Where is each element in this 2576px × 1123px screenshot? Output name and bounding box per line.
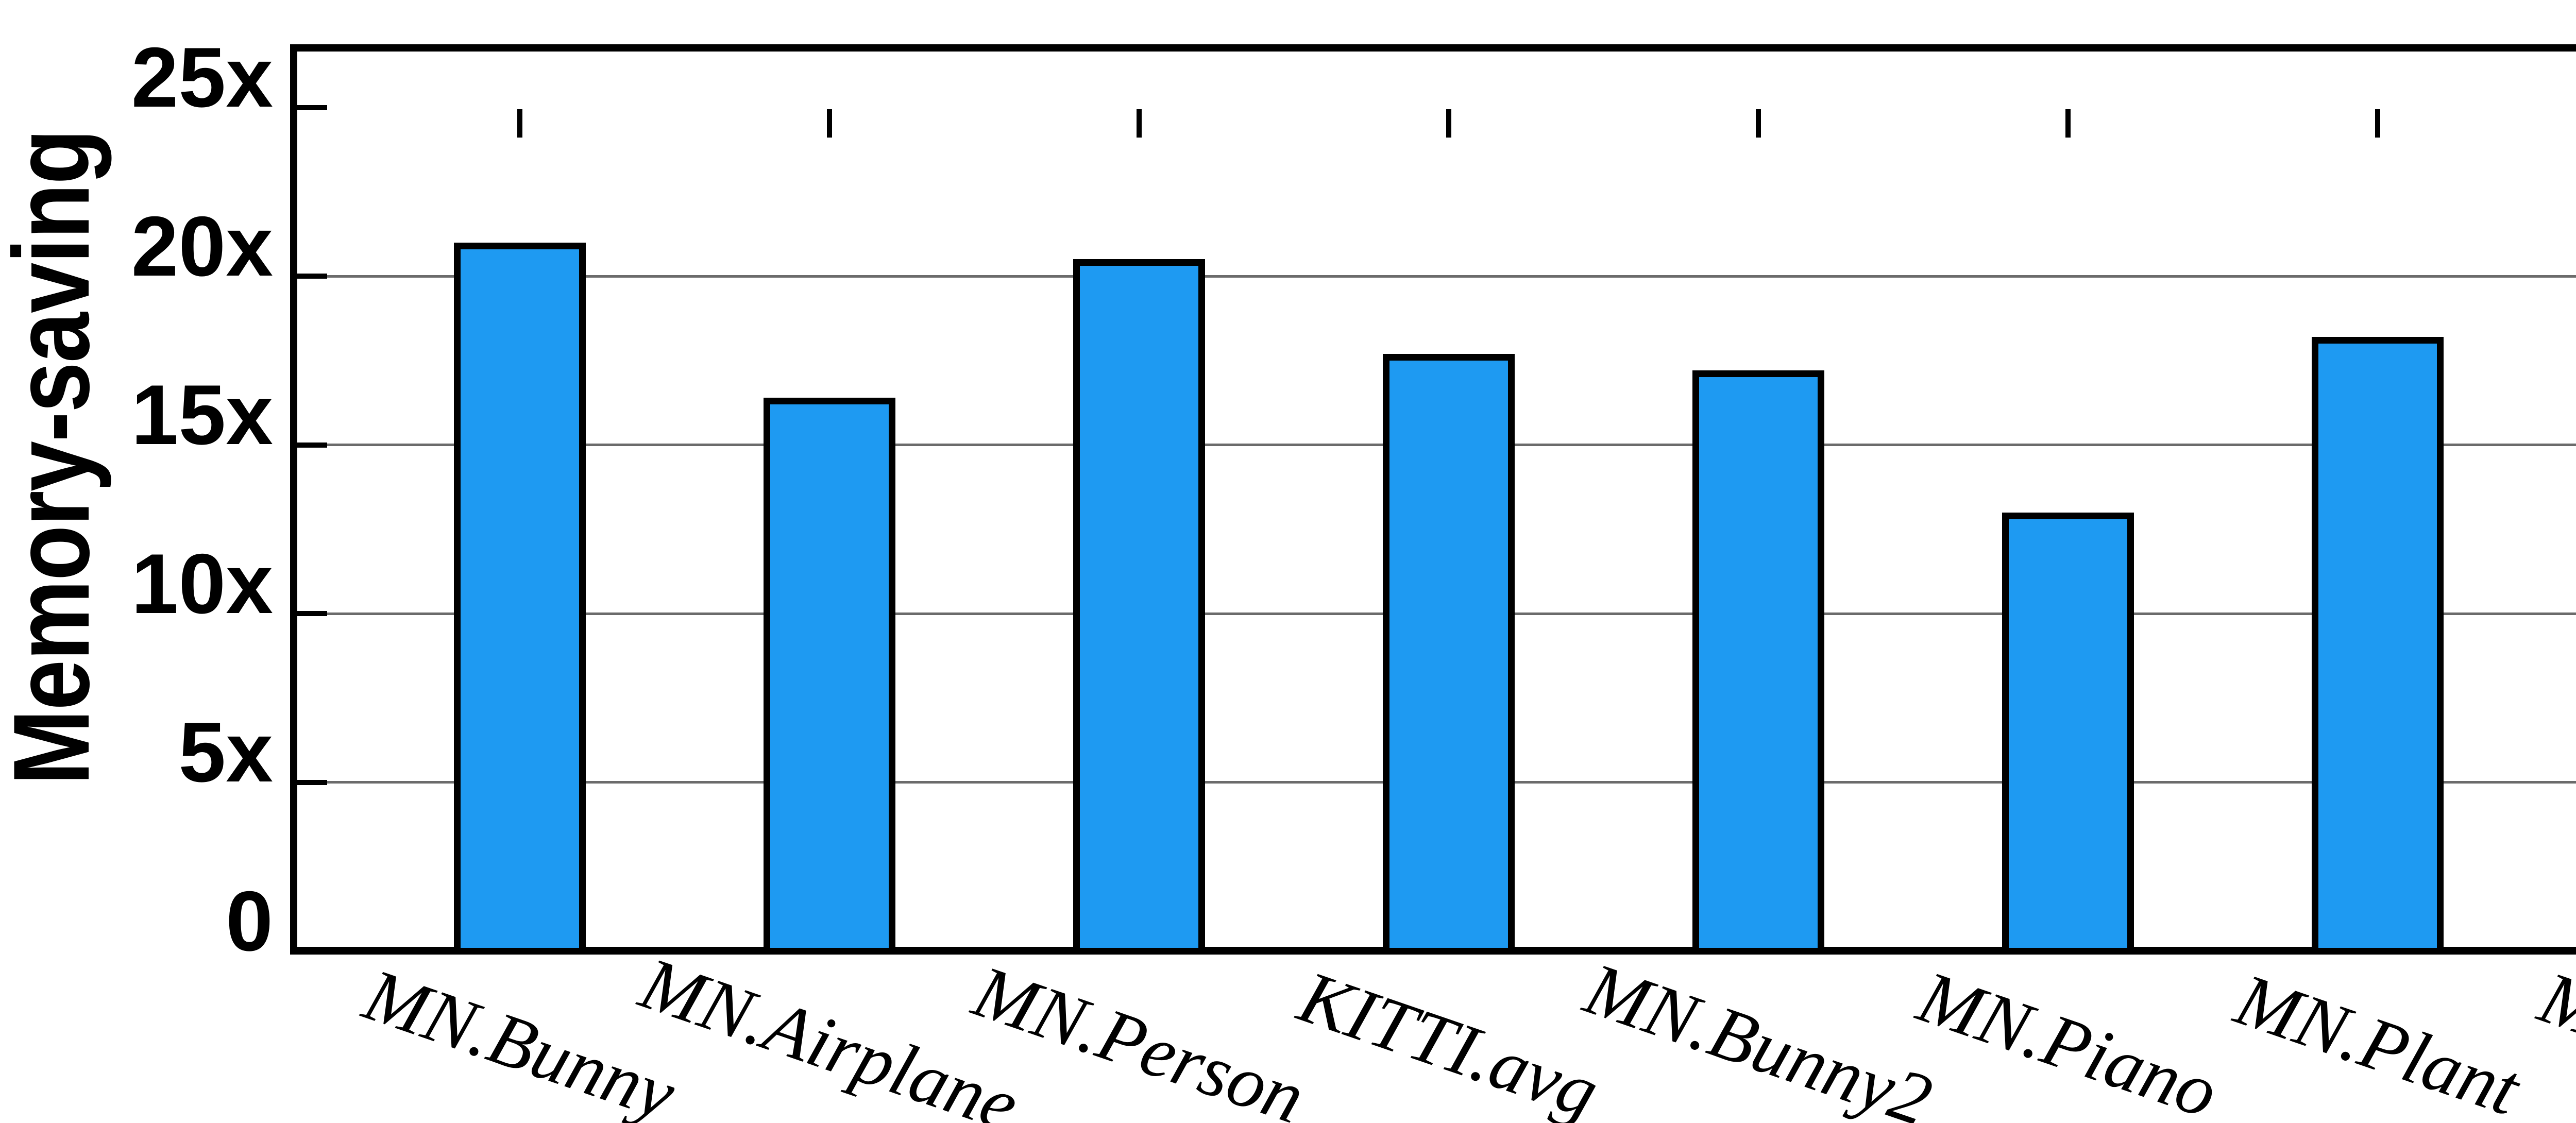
- x-tick-label: MN.Bunny: [354, 953, 686, 1123]
- y-axis-tick-left: [297, 611, 327, 616]
- x-tick-label: MN.Piano: [1908, 955, 2228, 1123]
- bar-MN.Bunny2: [1692, 370, 1824, 955]
- x-tick-label: KITTI.avg: [1289, 955, 1608, 1123]
- top-axis-tick: [1446, 109, 1451, 138]
- gridline-20x: [297, 275, 2576, 278]
- top-axis-tick: [517, 109, 522, 138]
- y-axis-tick-left: [297, 274, 327, 279]
- y-tick-label: 0: [226, 873, 273, 968]
- top-axis-tick: [827, 109, 832, 138]
- x-tick-label: MN.Plant: [2226, 958, 2530, 1123]
- y-tick-label: 25x: [131, 30, 273, 125]
- top-axis-tick: [2375, 109, 2380, 138]
- bar-MN.Plant: [2312, 336, 2444, 955]
- top-axis-tick: [2065, 109, 2071, 138]
- bar-MN.Bunny: [454, 242, 586, 955]
- y-tick-label: 10x: [131, 536, 273, 631]
- bar-KITTI.avg: [1383, 353, 1515, 955]
- top-axis-tick: [1756, 109, 1761, 138]
- x-tick-label: MN.Airplane: [631, 942, 1028, 1123]
- bar-MN.Airplane: [764, 397, 895, 955]
- y-axis-tick-left: [297, 779, 327, 785]
- y-tick-label: 15x: [131, 367, 273, 462]
- x-tick-label: MN.Bunny2: [1575, 947, 1942, 1123]
- bar-MN.Person: [1073, 259, 1205, 955]
- y-axis-tick-left: [297, 105, 327, 110]
- x-tick-label: MN.Chair: [2529, 956, 2576, 1123]
- y-tick-label: 5x: [178, 705, 273, 799]
- y-tick-label: 20x: [131, 198, 273, 294]
- top-axis-tick: [1137, 109, 1142, 138]
- bar-MN.Piano: [2002, 512, 2134, 955]
- y-axis-tick-left: [297, 442, 327, 448]
